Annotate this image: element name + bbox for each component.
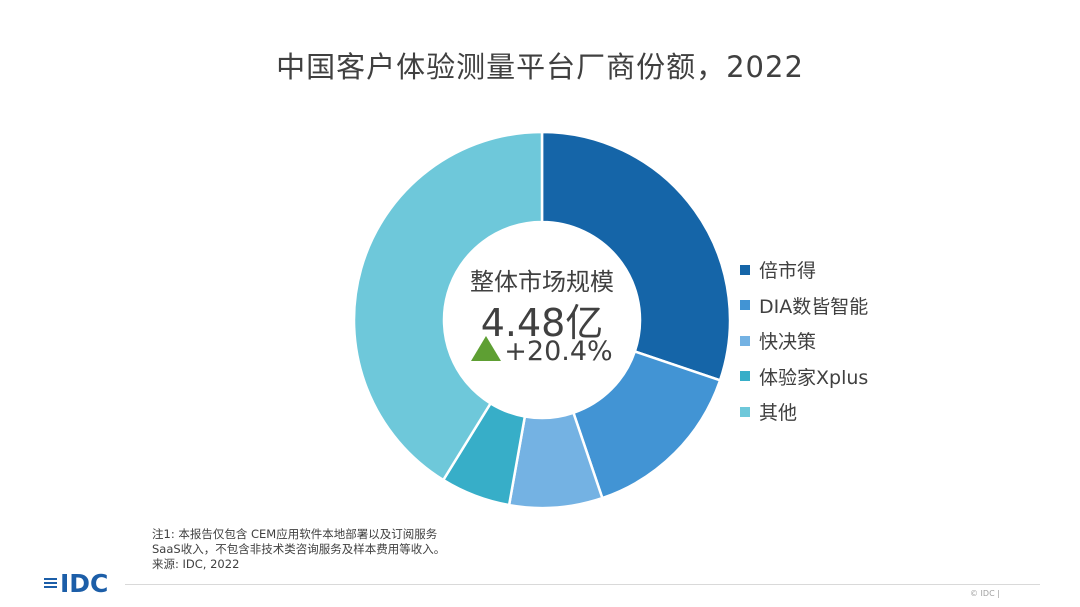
center-label: 整体市场规模 bbox=[470, 268, 614, 296]
legend-label: 体验家Xplus bbox=[759, 366, 869, 389]
legend-item: 快决策 bbox=[740, 323, 868, 359]
legend-item: 倍市得 bbox=[740, 252, 868, 288]
legend-item: DIA数皆智能 bbox=[740, 288, 868, 324]
legend-swatch bbox=[740, 371, 750, 382]
up-triangle-icon bbox=[471, 336, 502, 361]
center-growth: +20.4% bbox=[442, 336, 642, 367]
pie-slice bbox=[571, 349, 722, 500]
legend-label: 倍市得 bbox=[759, 260, 817, 283]
legend-label: DIA数皆智能 bbox=[759, 295, 869, 318]
legend-label: 其他 bbox=[759, 402, 798, 425]
legend-swatch bbox=[740, 300, 750, 311]
footnote-line: 注1: 本报告仅包含 CEM应用软件本地部署以及订阅服务 bbox=[152, 527, 438, 541]
footnote: 注1: 本报告仅包含 CEM应用软件本地部署以及订阅服务 SaaS收入，不包含非… bbox=[152, 527, 445, 572]
pie-slice bbox=[352, 130, 544, 482]
legend-swatch bbox=[740, 406, 750, 417]
legend-swatch bbox=[740, 264, 750, 275]
source-line: 来源: IDC, 2022 bbox=[152, 557, 240, 571]
legend-item: 体验家Xplus bbox=[740, 359, 868, 395]
legend-item: 其他 bbox=[740, 394, 868, 430]
footnote-line: SaaS收入，不包含非技术类咨询服务及样本费用等收入。 bbox=[152, 542, 446, 556]
copyright: © IDC | bbox=[970, 589, 1000, 598]
footer-divider bbox=[125, 584, 1040, 585]
growth-value: +20.4% bbox=[504, 336, 613, 367]
chart-title: 中国客户体验测量平台厂商份额，2022 bbox=[276, 50, 804, 84]
pie-slice bbox=[540, 130, 732, 382]
legend-label: 快决策 bbox=[759, 331, 817, 354]
legend-swatch bbox=[740, 335, 750, 346]
logo-text: IDC bbox=[60, 569, 109, 598]
legend: 倍市得 DIA数皆智能 快决策 体验家Xplus 其他 bbox=[740, 252, 868, 430]
logo-bars-icon bbox=[44, 576, 57, 590]
idc-logo: IDC bbox=[44, 569, 108, 598]
